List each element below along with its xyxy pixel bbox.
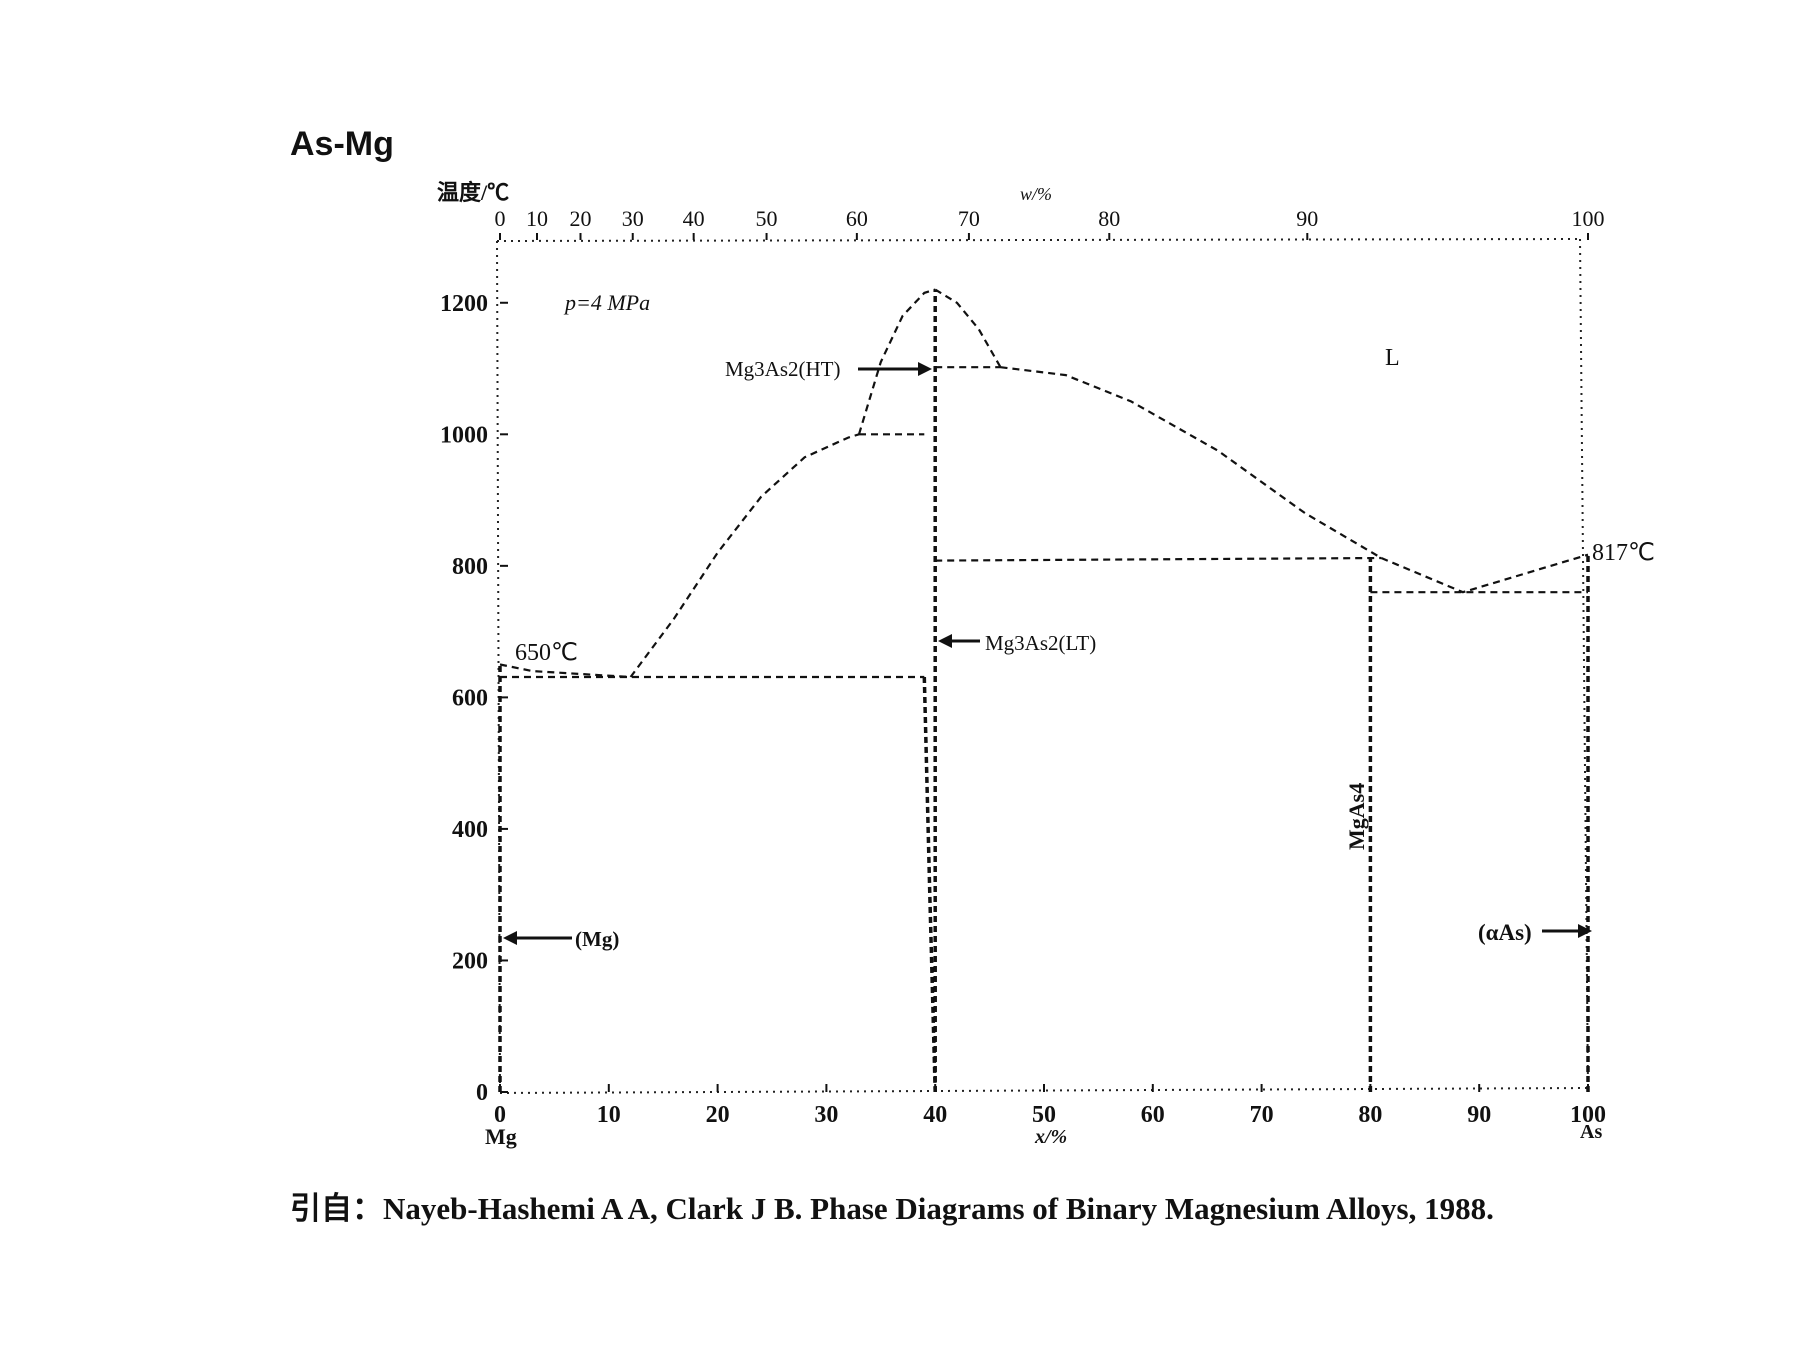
y-tick-label: 400 [452, 817, 488, 843]
x-tick-label: 70 [1250, 1102, 1274, 1128]
top-tick-label: 100 [1572, 206, 1605, 231]
lt-phase-callout: Mg3As2(LT) [938, 631, 1096, 655]
as-phase-callout: (αAs) [1478, 920, 1592, 945]
liquidus-to-mg3as2-curve [629, 433, 860, 678]
y-tick-label: 600 [452, 685, 488, 711]
top-tick-label: 20 [570, 206, 592, 231]
mg-phase-label: (Mg) [575, 927, 619, 951]
top-tick-label: 30 [622, 206, 644, 231]
x-tick-label: 90 [1467, 1102, 1491, 1128]
top-tick-label: 70 [958, 206, 980, 231]
y-tick-label: 800 [452, 554, 488, 580]
top-tick-label: 90 [1296, 206, 1318, 231]
liquid-label: L [1385, 345, 1400, 371]
y-axis-label: 温度/℃ [437, 180, 509, 205]
x-ticks: 0 10 20 30 40 50 60 70 80 90 100 [494, 1084, 1606, 1128]
mg-melting-label: 650℃ [515, 640, 578, 666]
top-tick-label: 40 [683, 206, 705, 231]
mg-phase-callout: (Mg) [503, 927, 619, 951]
y-tick-label: 1200 [440, 291, 488, 317]
mg3as2-lt-boundary-curve [922, 676, 937, 1093]
x-tick-label: 20 [706, 1102, 730, 1128]
ht-phase-callout: Mg3As2(HT) [725, 357, 932, 381]
mgas4-peritectic-line-curve [935, 556, 1382, 562]
x-end-label-left: Mg [485, 1124, 517, 1149]
top-tick-label: 0 [495, 206, 506, 231]
mg-arrowhead [503, 931, 517, 945]
ht-dome-left-curve [857, 288, 936, 435]
as-arrowhead [1578, 924, 1592, 938]
x-tick-label: 100 [1570, 1102, 1606, 1128]
phase-curves [498, 288, 1590, 1093]
liquidus-mg-rich-curve [499, 663, 631, 679]
citation: 引自：Nayeb-Hashemi A A, Clark J B. Phase D… [290, 1191, 1494, 1226]
x-tick-label: 50 [1032, 1102, 1056, 1128]
pressure-condition: p=4 MPa [563, 290, 650, 315]
y-ticks: 0 200 400 600 800 1000 1200 [440, 291, 508, 1106]
x-axis-label: x/% [1034, 1126, 1067, 1148]
top-tick-label: 60 [846, 206, 868, 231]
top-tick-label: 80 [1098, 206, 1120, 231]
top-tick-label: 10 [526, 206, 548, 231]
liquidus-as-side-curve [1000, 366, 1382, 559]
x-tick-label: 0 [494, 1102, 506, 1128]
top-tick-label: 50 [756, 206, 778, 231]
top-axis-label: w/% [1020, 184, 1052, 204]
x-tick-label: 30 [814, 1102, 838, 1128]
ht-phase-label: Mg3As2(HT) [725, 357, 841, 381]
top-ticks: 0 10 20 30 40 50 60 70 80 90 100 [495, 206, 1605, 240]
x-end-label-right: As [1580, 1121, 1602, 1143]
ht-dome-right-curve [934, 288, 1002, 368]
chart-title: As-Mg [290, 125, 394, 163]
x-tick-label: 60 [1141, 1102, 1165, 1128]
y-tick-label: 200 [452, 948, 488, 974]
top-frame [496, 238, 1581, 242]
liquidus-to-eutectic-curve [1380, 553, 1589, 594]
x-tick-label: 10 [597, 1102, 621, 1128]
y-tick-label: 0 [476, 1080, 488, 1106]
x-tick-label: 40 [923, 1102, 947, 1128]
x-tick-label: 80 [1358, 1102, 1382, 1128]
y-tick-label: 1000 [440, 422, 488, 448]
ht-arrowhead [918, 362, 932, 376]
lt-phase-label: Mg3As2(LT) [985, 631, 1096, 655]
as-phase-label: (αAs) [1478, 920, 1532, 945]
mgas4-label: MgAs4 [1344, 783, 1369, 850]
as-melting-label: 817℃ [1592, 540, 1655, 566]
lt-arrowhead [938, 634, 952, 648]
